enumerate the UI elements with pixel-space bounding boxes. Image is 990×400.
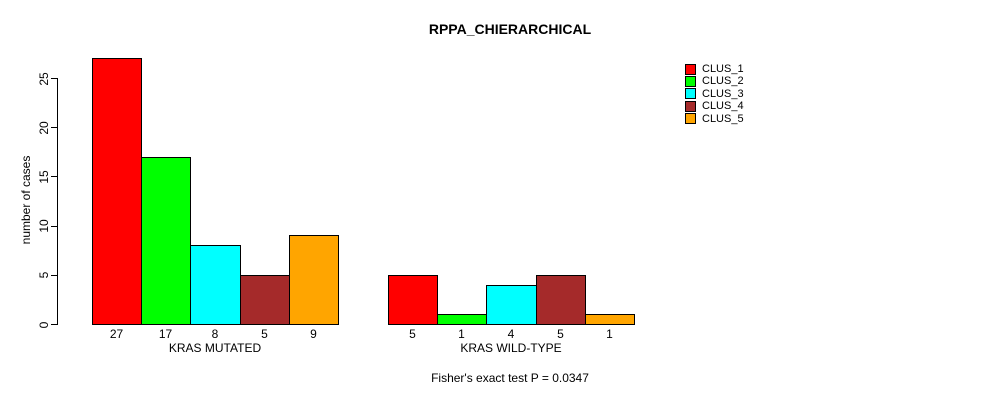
legend-item: CLUS_1 <box>685 63 765 75</box>
legend-swatch-clus_1 <box>685 63 696 75</box>
bar-value-label: 5 <box>557 327 564 341</box>
y-axis-tick <box>51 274 57 276</box>
legend-swatch-clus_3 <box>685 88 696 100</box>
bar-value-label: 27 <box>109 327 124 341</box>
legend-label: CLUS_3 <box>702 87 744 100</box>
bar-clus_2-1 <box>141 157 191 325</box>
legend-item: CLUS_2 <box>685 75 765 87</box>
y-axis-tick <box>51 176 57 178</box>
bar-clus_1-2 <box>388 275 438 325</box>
legend-swatch-clus_4 <box>685 100 696 112</box>
y-axis-label: number of cases <box>19 155 33 245</box>
y-axis-tick-label: 5 <box>37 271 51 279</box>
bar-value-label: 4 <box>507 327 515 341</box>
legend-item: CLUS_4 <box>685 100 765 112</box>
legend-label: CLUS_4 <box>702 100 744 113</box>
legend-label: CLUS_2 <box>702 75 744 88</box>
bar-value-label: 17 <box>158 327 173 341</box>
legend-swatch-clus_2 <box>685 75 696 87</box>
bar-clus_2-2 <box>437 314 487 325</box>
chart-title: RPPA_CHIERARCHICAL <box>428 21 592 37</box>
bar-clus_5-2 <box>585 314 635 325</box>
bar-value-label: 1 <box>458 327 465 341</box>
bar-value-label: 8 <box>211 327 219 341</box>
group-label: KRAS MUTATED <box>168 341 262 355</box>
bar-value-label: 9 <box>310 327 317 341</box>
legend-label: CLUS_5 <box>702 112 744 125</box>
legend-item: CLUS_5 <box>685 113 765 125</box>
y-axis-tick-label: 10 <box>37 219 51 233</box>
bar-clus_4-1 <box>240 275 290 325</box>
bar-clus_1-1 <box>92 58 142 325</box>
y-axis-tick <box>51 127 57 129</box>
y-axis-tick-label: 25 <box>37 71 51 86</box>
y-axis-tick <box>51 324 57 325</box>
bar-clus_5-1 <box>289 235 339 325</box>
bar-clus_4-2 <box>536 275 586 325</box>
legend-item: CLUS_3 <box>685 88 765 100</box>
group-label: KRAS WILD-TYPE <box>460 341 562 355</box>
legend-label: CLUS_1 <box>702 63 744 75</box>
y-axis-tick-label: 0 <box>37 321 51 328</box>
bar-value-label: 5 <box>409 327 416 341</box>
y-axis-tick <box>51 78 57 79</box>
bar-value-label: 5 <box>261 327 268 341</box>
y-axis-tick <box>51 225 57 227</box>
bar-value-label: 1 <box>606 327 613 341</box>
bar-clus_3-2 <box>486 285 537 325</box>
y-axis-tick-label: 15 <box>37 170 51 184</box>
legend-swatch-clus_5 <box>685 113 696 125</box>
y-axis <box>57 78 58 325</box>
y-axis-tick-label: 20 <box>37 121 51 135</box>
bar-clus_3-1 <box>190 245 241 325</box>
annotation-text: Fisher's exact test P = 0.0347 <box>431 371 589 385</box>
